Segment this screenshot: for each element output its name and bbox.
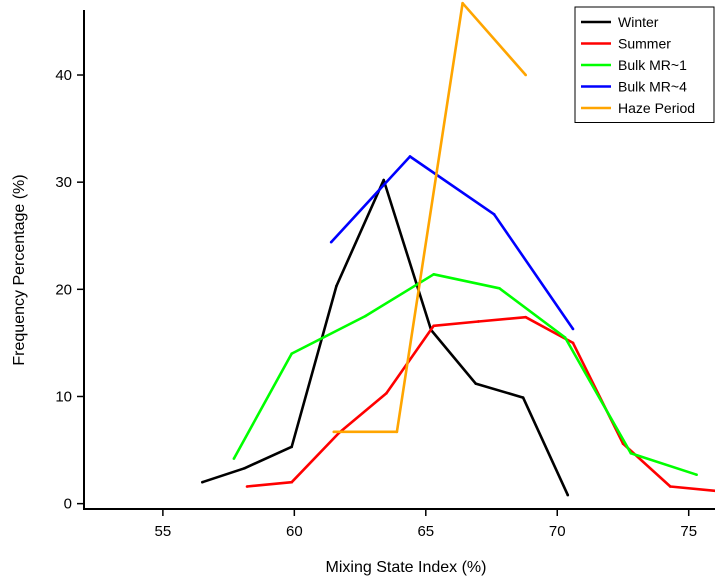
- data-point-bulk-mr-4: [408, 155, 412, 158]
- legend: Winter Summer Bulk MR~1 Bulk MR~4 Haze Perio…: [574, 6, 715, 123]
- x-tick-label: 60: [286, 523, 303, 540]
- data-point-winter: [474, 382, 478, 385]
- data-point-summer: [432, 324, 435, 328]
- data-point-winter: [566, 493, 570, 497]
- data-point-bulk-mr-1: [432, 273, 435, 276]
- data-point-summer: [669, 485, 672, 488]
- data-point-bulk-mr-1: [290, 352, 294, 355]
- data-point-winter: [335, 284, 338, 288]
- data-point-bulk-mr-1: [563, 336, 567, 339]
- x-tick-label: 75: [680, 523, 697, 540]
- data-point-summer: [477, 320, 480, 323]
- data-point-bulk-mr-4: [329, 240, 333, 244]
- data-point-winter: [521, 396, 525, 399]
- data-point-winter: [201, 480, 204, 484]
- data-point-winter: [290, 445, 294, 449]
- y-axis-title: Frequency Percentage (%): [11, 174, 28, 365]
- legend-label-summer: Summer: [618, 36, 671, 52]
- data-point-bulk-mr-1: [695, 473, 698, 477]
- y-tick-label: 30: [55, 174, 72, 191]
- data-point-bulk-mr-1: [232, 457, 236, 460]
- series-line-bulk-mr-4: [330, 155, 575, 330]
- x-tick-label: 70: [549, 523, 566, 540]
- series-line-haze-period: [333, 1, 527, 434]
- data-point-winter: [243, 466, 246, 470]
- data-point-summer: [385, 391, 388, 395]
- data-point-bulk-mr-1: [629, 451, 633, 455]
- y-tick-label: 10: [55, 388, 72, 405]
- legend-label-winter: Winter: [618, 14, 659, 30]
- y-tick-label: 40: [55, 67, 72, 84]
- data-point-bulk-mr-4: [492, 213, 496, 216]
- x-tick-label: 65: [417, 523, 434, 540]
- axes: 55 60 65 70 75 0 10 20 30 40: [55, 10, 715, 540]
- series-line-winter: [201, 178, 569, 496]
- data-point-haze-period: [332, 430, 336, 434]
- data-point-bulk-mr-1: [498, 286, 501, 290]
- legend-label-bulk-mr-4: Bulk MR~4: [618, 79, 687, 95]
- data-point-winter: [382, 178, 386, 182]
- data-point-haze-period: [395, 430, 399, 434]
- data-point-summer: [290, 480, 294, 484]
- legend-label-bulk-mr-1: Bulk MR~1: [618, 57, 687, 73]
- data-point-bulk-mr-1: [364, 314, 367, 318]
- series-layer: [201, 1, 715, 497]
- data-point-haze-period: [524, 73, 527, 77]
- series-line-summer: [246, 315, 715, 493]
- data-point-summer: [571, 341, 575, 345]
- x-tick-label: 55: [155, 523, 172, 540]
- x-axis-title: Mixing State Index (%): [326, 559, 487, 576]
- data-point-summer: [524, 315, 527, 319]
- legend-label-haze-period: Haze Period: [618, 100, 695, 116]
- data-point-bulk-mr-4: [571, 327, 575, 331]
- y-tick-label: 20: [55, 281, 72, 298]
- y-tick-label: 0: [64, 496, 72, 513]
- series-line-bulk-mr-1: [232, 272, 698, 476]
- data-point-summer: [245, 485, 249, 488]
- data-point-haze-period: [461, 1, 464, 5]
